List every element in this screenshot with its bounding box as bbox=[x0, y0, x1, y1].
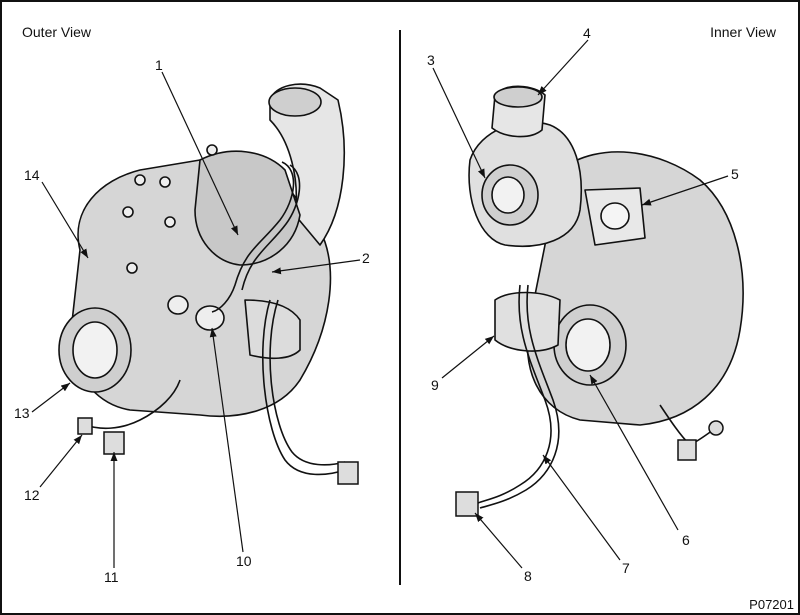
leader-9 bbox=[441, 335, 495, 379]
outer-exhaust-bore bbox=[72, 321, 118, 379]
leader-10 bbox=[209, 327, 244, 553]
callout-11: 11 bbox=[104, 569, 119, 585]
leader-3 bbox=[432, 67, 486, 179]
outer-oil-feed-line bbox=[211, 161, 295, 313]
inner-sensor-connector bbox=[455, 491, 479, 517]
outer-compressor-outlet bbox=[268, 87, 322, 117]
leader-13 bbox=[31, 382, 71, 413]
bolt bbox=[126, 262, 138, 274]
outer-drain-elbow bbox=[103, 431, 125, 455]
inner-drain-nut bbox=[708, 420, 724, 436]
leader-7 bbox=[542, 454, 621, 561]
leader-2 bbox=[271, 259, 361, 275]
callout-4: 4 bbox=[583, 25, 591, 41]
inner-flange-port bbox=[600, 202, 630, 230]
inner-air-tube bbox=[494, 291, 561, 352]
outer-compressor-inlet bbox=[269, 83, 345, 246]
leader-1 bbox=[161, 71, 239, 236]
callout-12: 12 bbox=[24, 487, 40, 503]
outer-oil-feed-line-2 bbox=[241, 164, 301, 291]
callout-2: 2 bbox=[362, 250, 370, 266]
leader-4 bbox=[537, 39, 589, 96]
outer-view-title: Outer View bbox=[22, 24, 91, 40]
bolt bbox=[206, 144, 218, 156]
callout-10: 10 bbox=[236, 553, 252, 569]
callout-8: 8 bbox=[524, 568, 532, 584]
bolt bbox=[159, 176, 171, 188]
leader-6 bbox=[589, 374, 679, 531]
inner-view-title: Inner View bbox=[710, 24, 776, 40]
callout-9: 9 bbox=[431, 377, 439, 393]
outer-drain-fitting bbox=[77, 417, 93, 435]
outer-actuator bbox=[195, 305, 225, 331]
callout-5: 5 bbox=[731, 166, 739, 182]
callout-3: 3 bbox=[427, 52, 435, 68]
inner-drain-fitting bbox=[677, 439, 697, 461]
bolt bbox=[122, 206, 134, 218]
leader-5 bbox=[641, 175, 729, 206]
outer-sensor-line-2 bbox=[269, 299, 346, 466]
outer-actuator-port bbox=[167, 295, 189, 315]
callout-6: 6 bbox=[682, 532, 690, 548]
leader-14 bbox=[41, 181, 89, 259]
inner-outlet-mouth bbox=[493, 86, 543, 108]
outer-sensor-line bbox=[262, 299, 346, 476]
figure-code: P07201 bbox=[749, 597, 794, 612]
bolt bbox=[164, 216, 176, 228]
inner-sensor-line-2 bbox=[479, 284, 560, 509]
inner-compressor-bore bbox=[491, 176, 525, 214]
callout-14: 14 bbox=[24, 167, 40, 183]
callout-13: 13 bbox=[14, 405, 30, 421]
callout-7: 7 bbox=[622, 560, 630, 576]
outer-sensor-connector bbox=[337, 461, 359, 485]
outer-drain-line bbox=[84, 379, 181, 430]
bolt bbox=[134, 174, 146, 186]
inner-turbine-bore bbox=[565, 318, 611, 372]
inner-view-turbocharger bbox=[468, 85, 744, 426]
leader-12 bbox=[39, 434, 83, 488]
callout-1: 1 bbox=[155, 57, 163, 73]
leader-8 bbox=[474, 512, 523, 569]
outer-view-turbocharger bbox=[58, 83, 345, 418]
inner-sensor-line bbox=[477, 284, 552, 504]
outer-center-housing bbox=[194, 150, 301, 266]
